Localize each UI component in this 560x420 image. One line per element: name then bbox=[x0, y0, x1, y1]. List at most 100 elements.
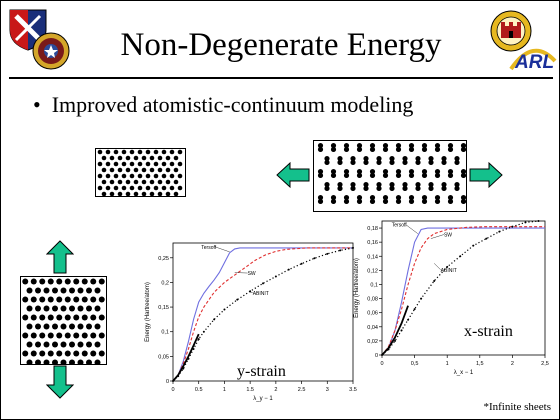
atom-dot bbox=[382, 168, 389, 175]
atom-dot bbox=[39, 350, 46, 357]
atom-dot bbox=[350, 185, 356, 192]
atom-dot bbox=[317, 142, 324, 149]
atom-dot bbox=[356, 146, 363, 153]
atom-dot bbox=[330, 142, 337, 149]
left-arrow-icon bbox=[276, 161, 310, 189]
atom-dot bbox=[94, 287, 101, 294]
atom-dot bbox=[317, 168, 324, 175]
atom-dot bbox=[121, 185, 127, 191]
atom-dot bbox=[454, 185, 460, 192]
y-strain-label: y-strain bbox=[237, 363, 286, 380]
x-tick-label: 0 bbox=[171, 387, 174, 393]
atom-dot bbox=[350, 159, 356, 166]
atom-dot bbox=[43, 323, 50, 330]
atom-dot bbox=[460, 198, 467, 205]
atom-dot bbox=[43, 287, 50, 294]
atom-dot bbox=[129, 161, 135, 167]
atom-dot bbox=[350, 155, 356, 162]
atom-dot bbox=[90, 332, 97, 339]
atom-dot bbox=[408, 198, 415, 205]
atom-dot bbox=[161, 185, 167, 191]
x-tick-label: 2.5 bbox=[298, 387, 306, 393]
atom-dot bbox=[52, 305, 58, 312]
y-tick-label: 0,18 bbox=[367, 226, 378, 232]
atom-dot bbox=[39, 278, 46, 285]
atom-dot bbox=[441, 185, 447, 192]
army-shield-logo bbox=[9, 9, 47, 51]
atom-dot bbox=[447, 142, 454, 149]
atom-dot bbox=[177, 149, 183, 155]
atom-dot bbox=[169, 161, 175, 167]
atom-dot bbox=[317, 194, 324, 201]
atom-dot bbox=[434, 172, 441, 179]
atom-dot bbox=[109, 155, 115, 161]
atom-dot bbox=[369, 168, 376, 175]
atom-dot bbox=[165, 155, 171, 161]
atom-dot bbox=[94, 305, 101, 312]
atom-dot bbox=[389, 155, 395, 162]
atom-dot bbox=[35, 323, 41, 330]
atom-dot bbox=[97, 173, 103, 179]
atom-dot bbox=[161, 161, 167, 167]
atom-dot bbox=[125, 191, 131, 197]
atom-dot bbox=[77, 323, 84, 330]
atom-dot bbox=[343, 168, 350, 175]
atom-dot bbox=[47, 296, 54, 303]
atom-dot bbox=[98, 296, 105, 303]
atom-dot bbox=[145, 185, 151, 191]
atom-dot bbox=[149, 179, 155, 185]
atom-dot bbox=[60, 323, 67, 330]
atom-dot bbox=[169, 149, 175, 155]
atom-dot bbox=[90, 314, 97, 321]
atom-dot bbox=[447, 198, 454, 205]
atom-dot bbox=[117, 179, 123, 185]
atom-dot bbox=[86, 305, 92, 312]
atom-dot bbox=[141, 155, 147, 161]
atom-dot bbox=[60, 359, 67, 366]
atom-dot bbox=[129, 185, 135, 191]
atom-dot bbox=[428, 185, 434, 192]
atom-dot bbox=[421, 168, 428, 175]
atom-dot bbox=[434, 198, 441, 205]
atom-dot bbox=[141, 191, 147, 197]
atom-dot bbox=[157, 155, 163, 161]
atom-dot bbox=[153, 149, 159, 155]
atom-dot bbox=[39, 296, 46, 303]
atom-dot bbox=[169, 185, 175, 191]
atom-dot bbox=[56, 278, 63, 285]
y-tick-label: 0,1 bbox=[370, 282, 378, 288]
atom-dot bbox=[395, 146, 402, 153]
atom-dot bbox=[97, 185, 103, 191]
atom-dot bbox=[90, 278, 97, 285]
atom-dot bbox=[324, 181, 330, 188]
y-tick-label: 0,12 bbox=[367, 268, 378, 274]
atom-dot bbox=[69, 287, 75, 294]
y-axis-label: Energy (Hartree/atom) bbox=[145, 282, 151, 342]
atom-dot bbox=[30, 296, 37, 303]
x-axis-label: λ_y − 1 bbox=[253, 396, 273, 402]
atom-dot bbox=[125, 155, 131, 161]
atom-dot bbox=[81, 314, 88, 321]
atom-dot bbox=[81, 332, 88, 339]
atom-dot bbox=[177, 161, 183, 167]
atom-dot bbox=[113, 185, 119, 191]
atom-dot bbox=[415, 185, 421, 192]
atom-dot bbox=[97, 149, 103, 155]
atom-dot bbox=[47, 314, 54, 321]
atom-dot bbox=[173, 179, 179, 185]
atom-dot bbox=[81, 278, 88, 285]
atom-dot bbox=[117, 167, 123, 173]
atom-dot bbox=[39, 332, 46, 339]
x-tick-label: 1.5 bbox=[246, 387, 254, 393]
atom-dot bbox=[402, 181, 408, 188]
plot-frame bbox=[381, 220, 546, 356]
atom-dot bbox=[454, 181, 460, 188]
right-arrow-icon bbox=[469, 161, 503, 189]
footnote: *Infinite sheets bbox=[483, 401, 551, 413]
atom-dot bbox=[129, 149, 135, 155]
y-tick-label: 0,06 bbox=[367, 311, 378, 317]
x-tick-label: 0 bbox=[380, 361, 383, 367]
atom-dot bbox=[376, 155, 382, 162]
series-line-tersoff bbox=[172, 247, 353, 382]
